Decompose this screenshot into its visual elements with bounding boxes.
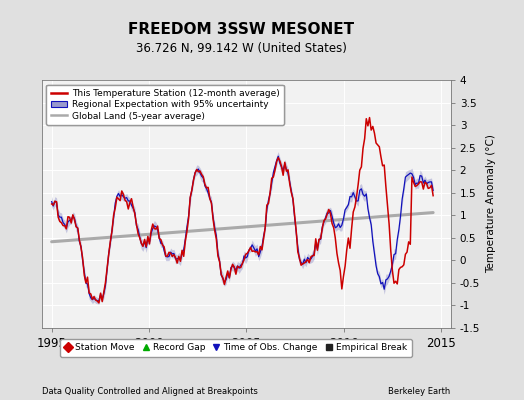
Text: 36.726 N, 99.142 W (United States): 36.726 N, 99.142 W (United States)	[136, 42, 346, 55]
Text: FREEDOM 3SSW MESONET: FREEDOM 3SSW MESONET	[128, 22, 354, 37]
Y-axis label: Temperature Anomaly (°C): Temperature Anomaly (°C)	[486, 134, 496, 274]
Text: Berkeley Earth: Berkeley Earth	[388, 387, 451, 396]
Legend: Station Move, Record Gap, Time of Obs. Change, Empirical Break: Station Move, Record Gap, Time of Obs. C…	[60, 339, 411, 357]
Legend: This Temperature Station (12-month average), Regional Expectation with 95% uncer: This Temperature Station (12-month avera…	[47, 84, 284, 125]
Text: Data Quality Controlled and Aligned at Breakpoints: Data Quality Controlled and Aligned at B…	[42, 387, 258, 396]
